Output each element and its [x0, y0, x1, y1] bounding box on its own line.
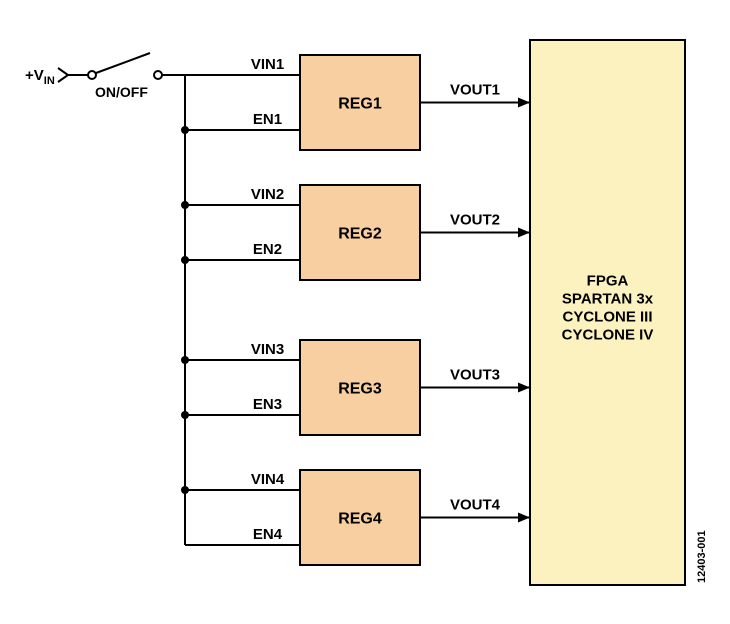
regulator-name: REG1: [338, 96, 382, 113]
power-block-diagram: FPGASPARTAN 3xCYCLONE IIICYCLONE IV +VIN O…: [0, 0, 730, 624]
vin-pin-label: VIN3: [251, 341, 284, 358]
vin-pin-label: VIN1: [251, 56, 284, 73]
vin-label: +VIN: [25, 67, 55, 87]
en-pin-label: EN2: [253, 241, 282, 258]
vin-pin-label: VIN2: [251, 186, 284, 203]
en-pin-label: EN3: [253, 396, 282, 413]
fpga-label: CYCLONE III: [562, 309, 652, 326]
fpga-label: CYCLONE IV: [562, 327, 654, 344]
vout-pin-label: VOUT4: [450, 497, 501, 514]
en-pin-label: EN1: [253, 111, 282, 128]
figure-id: 12403-001: [696, 530, 708, 583]
vout-pin-label: VOUT2: [450, 212, 500, 229]
regulator-name: REG2: [338, 226, 382, 243]
regulator-name: REG3: [338, 381, 382, 398]
vout-pin-label: VOUT1: [450, 82, 500, 99]
vout-pin-label: VOUT3: [450, 367, 500, 384]
fpga-label: FPGA: [587, 273, 629, 290]
en-pin-label: EN4: [253, 526, 283, 543]
onoff-label: ON/OFF: [95, 84, 148, 100]
regulator-name: REG4: [338, 511, 382, 528]
vin-pin-label: VIN4: [251, 471, 285, 488]
fpga-label: SPARTAN 3x: [562, 291, 654, 308]
